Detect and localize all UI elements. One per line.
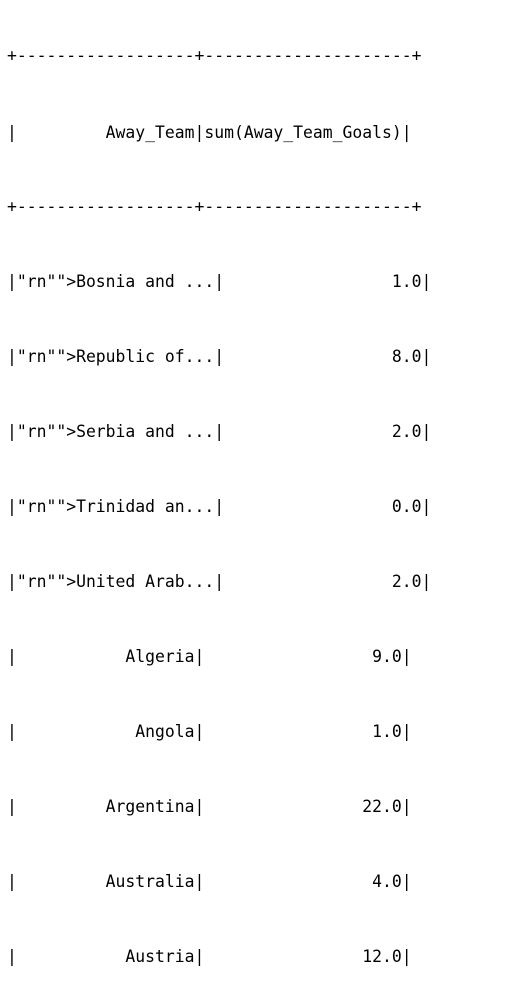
table-row: |"rn"">Bosnia and ...| 1.0| (7, 272, 432, 291)
table-header-separator: +------------------+--------------------… (7, 197, 422, 216)
table-header: | Away_Team|sum(Away_Team_Goals)| (7, 123, 412, 142)
table-row: |"rn"">United Arab...| 2.0| (7, 572, 432, 591)
table-row: | Argentina| 22.0| (7, 797, 412, 816)
table-row: | Angola| 1.0| (7, 722, 412, 741)
table-row: | Algeria| 9.0| (7, 647, 412, 666)
table-row: | Australia| 4.0| (7, 872, 412, 891)
table-top-border: +------------------+--------------------… (7, 46, 422, 65)
table-row: | Austria| 12.0| (7, 947, 412, 966)
table-row: |"rn"">Serbia and ...| 2.0| (7, 422, 432, 441)
table-row: |"rn"">Trinidad an...| 0.0| (7, 497, 432, 516)
console-output: +------------------+--------------------… (7, 0, 507, 1006)
table-row: |"rn"">Republic of...| 8.0| (7, 347, 432, 366)
